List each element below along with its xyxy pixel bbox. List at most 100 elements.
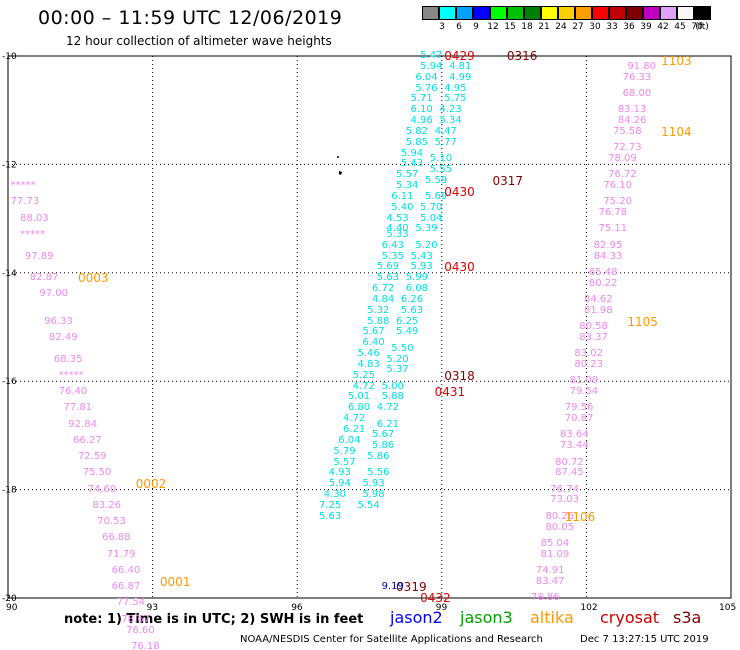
wave-height-value: 5.86 bbox=[371, 440, 395, 452]
colorbar-label: 6 bbox=[456, 22, 462, 32]
wave-height-value: 78.67 bbox=[121, 613, 150, 625]
wave-height-value: 4.53 bbox=[386, 212, 409, 224]
wave-height-value: 5.70 bbox=[420, 201, 443, 213]
lon-tick-label: 99 bbox=[436, 603, 448, 613]
wave-height-value: 5.69 bbox=[376, 261, 400, 273]
colorbar-swatch bbox=[660, 6, 677, 20]
colorbar-label: 27 bbox=[572, 22, 584, 32]
wave-height-value: ***** bbox=[10, 180, 36, 192]
colorbar-label: 70 bbox=[691, 22, 703, 32]
wave-height-value: 83.26 bbox=[92, 499, 122, 511]
lon-tick-label: 93 bbox=[147, 603, 158, 613]
wave-height-value: 75.58 bbox=[612, 125, 642, 137]
pass-time-label: 1104 bbox=[661, 124, 692, 139]
wave-height-value: 76.40 bbox=[58, 386, 88, 398]
pass-time-label: 9.19 bbox=[381, 581, 404, 593]
satellite-legend-entry: s3a bbox=[673, 608, 702, 627]
wave-height-value: 5.00 bbox=[381, 380, 404, 392]
wave-height-value: 4.30 bbox=[323, 489, 347, 501]
wave-height-value: 5.71 bbox=[410, 93, 433, 105]
wave-height-value: 4.72 bbox=[352, 380, 375, 392]
wave-height-value: 5.46 bbox=[357, 348, 380, 360]
colorbar-label: 33 bbox=[606, 22, 618, 32]
colorbar-swatch bbox=[643, 6, 660, 20]
wave-height-value: 4.99 bbox=[449, 71, 472, 83]
wave-height-value: 78.09 bbox=[608, 152, 637, 164]
colorbar-label: 21 bbox=[538, 22, 550, 32]
wave-height-value: 6.21 bbox=[343, 423, 366, 435]
lat-tick-label: -20 bbox=[2, 594, 17, 604]
colorbar-label: 30 bbox=[589, 22, 601, 32]
wave-height-value: 83.13 bbox=[617, 104, 647, 116]
pass-time-label: 0431 bbox=[434, 385, 466, 400]
wave-height-value: 6.08 bbox=[405, 283, 428, 295]
generation-timestamp: Dec 7 13:27:15 UTC 2019 bbox=[580, 634, 709, 645]
credit-text: NOAA/NESDIS Center for Satellite Applica… bbox=[240, 634, 543, 645]
satellite-legend-entry: jason3 bbox=[460, 608, 513, 627]
wave-height-value: 5.34 bbox=[439, 115, 462, 127]
wave-height-value: 6.11 bbox=[391, 190, 414, 202]
wave-height-value: 4.83 bbox=[357, 358, 380, 370]
colorbar-label: 12 bbox=[487, 22, 499, 32]
wave-height-value: 82.95 bbox=[593, 239, 623, 251]
colorbar-label: 24 bbox=[555, 22, 567, 32]
wave-height-value: 65.48 bbox=[588, 266, 618, 278]
wave-height-value: 6.43 bbox=[381, 239, 404, 251]
pass-time-label: 0002 bbox=[135, 477, 167, 492]
wave-height-value: 5.85 bbox=[405, 136, 428, 148]
wave-height-value: 74.60 bbox=[87, 483, 117, 495]
colorbar-label: 42 bbox=[657, 22, 669, 32]
colorbar-swatch bbox=[422, 6, 439, 20]
colorbar-swatch bbox=[626, 6, 643, 20]
wave-height-value: 5.20 bbox=[415, 239, 438, 251]
wave-height-value: 5.43 bbox=[400, 158, 424, 170]
wave-height-value: 76.10 bbox=[603, 180, 632, 192]
colorbar-swatch bbox=[609, 6, 626, 20]
colorbar-label: 39 bbox=[640, 22, 652, 32]
wave-height-value: 7.25 bbox=[318, 499, 342, 511]
wave-height-value: 5.93 bbox=[362, 478, 385, 490]
wave-height-value: 5.20 bbox=[386, 353, 409, 365]
wave-height-value: 92.84 bbox=[68, 418, 97, 430]
colorbar-label: 15 bbox=[504, 22, 516, 32]
wave-height-value: 5.63 bbox=[376, 272, 400, 284]
wave-height-value: 5.40 bbox=[391, 201, 414, 213]
wave-height-value: 5.49 bbox=[396, 326, 419, 338]
wave-height-value: 80.72 bbox=[555, 456, 584, 468]
wave-height-value: 5.69 bbox=[424, 190, 448, 202]
wave-height-value: 70.87 bbox=[564, 413, 594, 425]
wave-height-value: 77.54 bbox=[116, 597, 146, 609]
colorbar-label: 9 bbox=[473, 22, 479, 32]
colorbar-swatch bbox=[541, 6, 558, 20]
wave-height-value: 84.33 bbox=[593, 250, 623, 262]
wave-height-value: 5.59 bbox=[424, 174, 448, 186]
wave-height-value: 72.73 bbox=[612, 142, 642, 154]
graticule bbox=[8, 56, 731, 598]
wave-height-value: 5.98 bbox=[362, 489, 385, 501]
wave-height-value: 77.73 bbox=[10, 196, 40, 208]
wave-height-value: 68.00 bbox=[622, 87, 652, 99]
wave-height-value: 5.57 bbox=[396, 169, 419, 181]
wave-height-value: 5.04 bbox=[420, 212, 443, 224]
wave-height-value: 5.86 bbox=[367, 451, 390, 463]
pass-time-label: 1105 bbox=[627, 314, 658, 329]
wave-height-value: 80.26 bbox=[545, 510, 575, 522]
colorbar-swatch bbox=[524, 6, 541, 20]
wave-height-value: 4.72 bbox=[343, 413, 366, 425]
pass-time-label: 0317 bbox=[492, 173, 523, 188]
wave-height-value: 6.10 bbox=[410, 104, 433, 116]
page-title: 00:00 – 11:59 UTC 12/06/2019 bbox=[38, 7, 343, 29]
wave-height-value: 4.96 bbox=[410, 115, 433, 127]
lat-tick-label: -18 bbox=[2, 486, 17, 496]
colorbar-label: (ft) bbox=[695, 22, 709, 32]
pass-time-label: 0430 bbox=[444, 260, 475, 275]
wave-height-value: 6.26 bbox=[400, 293, 424, 305]
satellite-legend-entry: jason2 bbox=[390, 608, 443, 627]
wave-height-value: 80.05 bbox=[545, 521, 575, 533]
wave-height-value: 87.45 bbox=[555, 467, 584, 479]
lat-tick-label: -14 bbox=[2, 269, 17, 279]
wave-height-value: 6.04 bbox=[338, 434, 361, 446]
wave-height-value: 81.09 bbox=[540, 548, 570, 560]
footnote: note: 1) Time is in UTC; 2) SWH is in fe… bbox=[64, 612, 364, 627]
